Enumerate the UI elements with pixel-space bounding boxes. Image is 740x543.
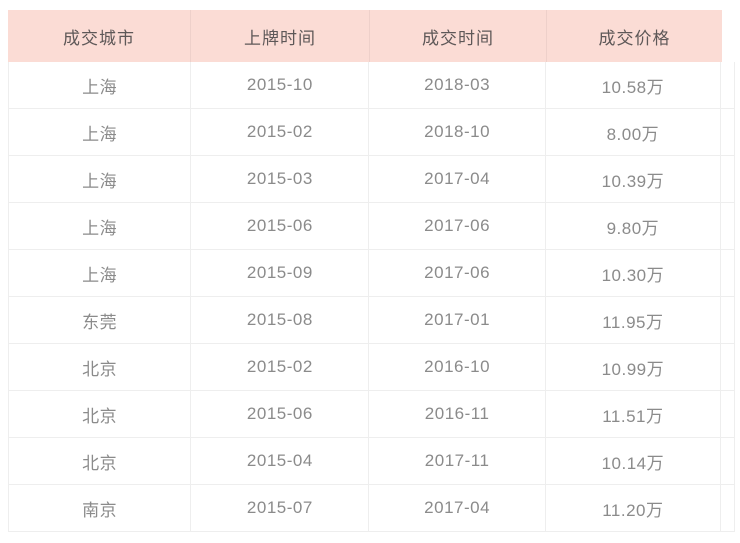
- row-scrollbar-spacer: [720, 485, 734, 531]
- cell-city: 北京: [82, 453, 118, 473]
- table-row: 北京 2015-02 2016-10 10.99万: [9, 344, 734, 391]
- cell-deal-date: 2017-04: [368, 156, 544, 202]
- cell-city: 南京: [82, 500, 118, 520]
- row-scrollbar-spacer: [720, 438, 734, 484]
- column-header-city: 成交城市: [8, 10, 190, 62]
- cell-city: 上海: [82, 171, 118, 191]
- cell-deal-date: 2018-10: [368, 109, 544, 155]
- used-car-deals-table: 成交城市 上牌时间 成交时间 成交价格 上海 2015-10 2018-03 10.58万上…: [8, 10, 735, 532]
- table-row: 上海 2015-03 2017-04 10.39万: [9, 156, 734, 203]
- cell-deal-price: 9.80万: [544, 203, 720, 249]
- row-scrollbar-spacer: [720, 203, 734, 249]
- table-row: 上海 2015-10 2018-03 10.58万: [9, 62, 734, 109]
- row-scrollbar-spacer: [720, 250, 734, 296]
- cell-deal-price: 11.51万: [544, 391, 720, 437]
- row-scrollbar-spacer: [720, 156, 734, 202]
- row-scrollbar-spacer: [720, 391, 734, 437]
- cell-deal-price: 10.30万: [544, 250, 720, 296]
- table-row: 南京 2015-07 2017-04 11.20万: [9, 485, 734, 532]
- table-row: 上海 2015-06 2017-06 9.80万: [9, 203, 734, 250]
- cell-registration-date: 2015-06: [190, 391, 368, 437]
- row-scrollbar-spacer: [720, 344, 734, 390]
- cell-city: 上海: [82, 218, 118, 238]
- column-header-deal-price: 成交价格: [546, 10, 722, 62]
- cell-registration-date: 2015-09: [190, 250, 368, 296]
- cell-deal-date: 2017-01: [368, 297, 544, 343]
- cell-registration-date: 2015-06: [190, 203, 368, 249]
- cell-deal-date: 2017-04: [368, 485, 544, 531]
- cell-city: 北京: [82, 406, 118, 426]
- cell-registration-date: 2015-10: [190, 62, 368, 108]
- table-row: 上海 2015-09 2017-06 10.30万: [9, 250, 734, 297]
- cell-deal-date: 2017-06: [368, 203, 544, 249]
- cell-city: 东莞: [82, 312, 118, 332]
- cell-deal-price: 11.20万: [544, 485, 720, 531]
- header-scrollbar-spacer: [722, 10, 735, 62]
- cell-deal-date: 2016-10: [368, 344, 544, 390]
- table-header-row: 成交城市 上牌时间 成交时间 成交价格: [8, 10, 735, 62]
- cell-deal-price: 10.99万: [544, 344, 720, 390]
- column-header-deal-date: 成交时间: [369, 10, 546, 62]
- cell-deal-price: 10.39万: [544, 156, 720, 202]
- cell-registration-date: 2015-04: [190, 438, 368, 484]
- row-scrollbar-spacer: [720, 62, 734, 108]
- cell-deal-price: 10.14万: [544, 438, 720, 484]
- cell-deal-date: 2017-06: [368, 250, 544, 296]
- table-row: 北京 2015-06 2016-11 11.51万: [9, 391, 734, 438]
- table-row: 东莞 2015-08 2017-01 11.95万: [9, 297, 734, 344]
- cell-registration-date: 2015-03: [190, 156, 368, 202]
- cell-registration-date: 2015-07: [190, 485, 368, 531]
- cell-city: 上海: [82, 265, 118, 285]
- row-scrollbar-spacer: [720, 109, 734, 155]
- cell-deal-price: 8.00万: [544, 109, 720, 155]
- table-body: 上海 2015-10 2018-03 10.58万 上海 2015-02 2018-10 8.…: [8, 62, 735, 532]
- cell-registration-date: 2015-02: [190, 109, 368, 155]
- cell-deal-date: 2016-11: [368, 391, 544, 437]
- cell-city: 上海: [82, 124, 118, 144]
- cell-city: 上海: [82, 77, 118, 97]
- cell-city: 北京: [82, 359, 118, 379]
- table-row: 北京 2015-04 2017-11 10.14万: [9, 438, 734, 485]
- cell-deal-date: 2017-11: [368, 438, 544, 484]
- cell-deal-date: 2018-03: [368, 62, 544, 108]
- cell-registration-date: 2015-02: [190, 344, 368, 390]
- row-scrollbar-spacer: [720, 297, 734, 343]
- cell-deal-price: 10.58万: [544, 62, 720, 108]
- table-row: 上海 2015-02 2018-10 8.00万: [9, 109, 734, 156]
- cell-deal-price: 11.95万: [544, 297, 720, 343]
- cell-registration-date: 2015-08: [190, 297, 368, 343]
- column-header-registration-date: 上牌时间: [190, 10, 369, 62]
